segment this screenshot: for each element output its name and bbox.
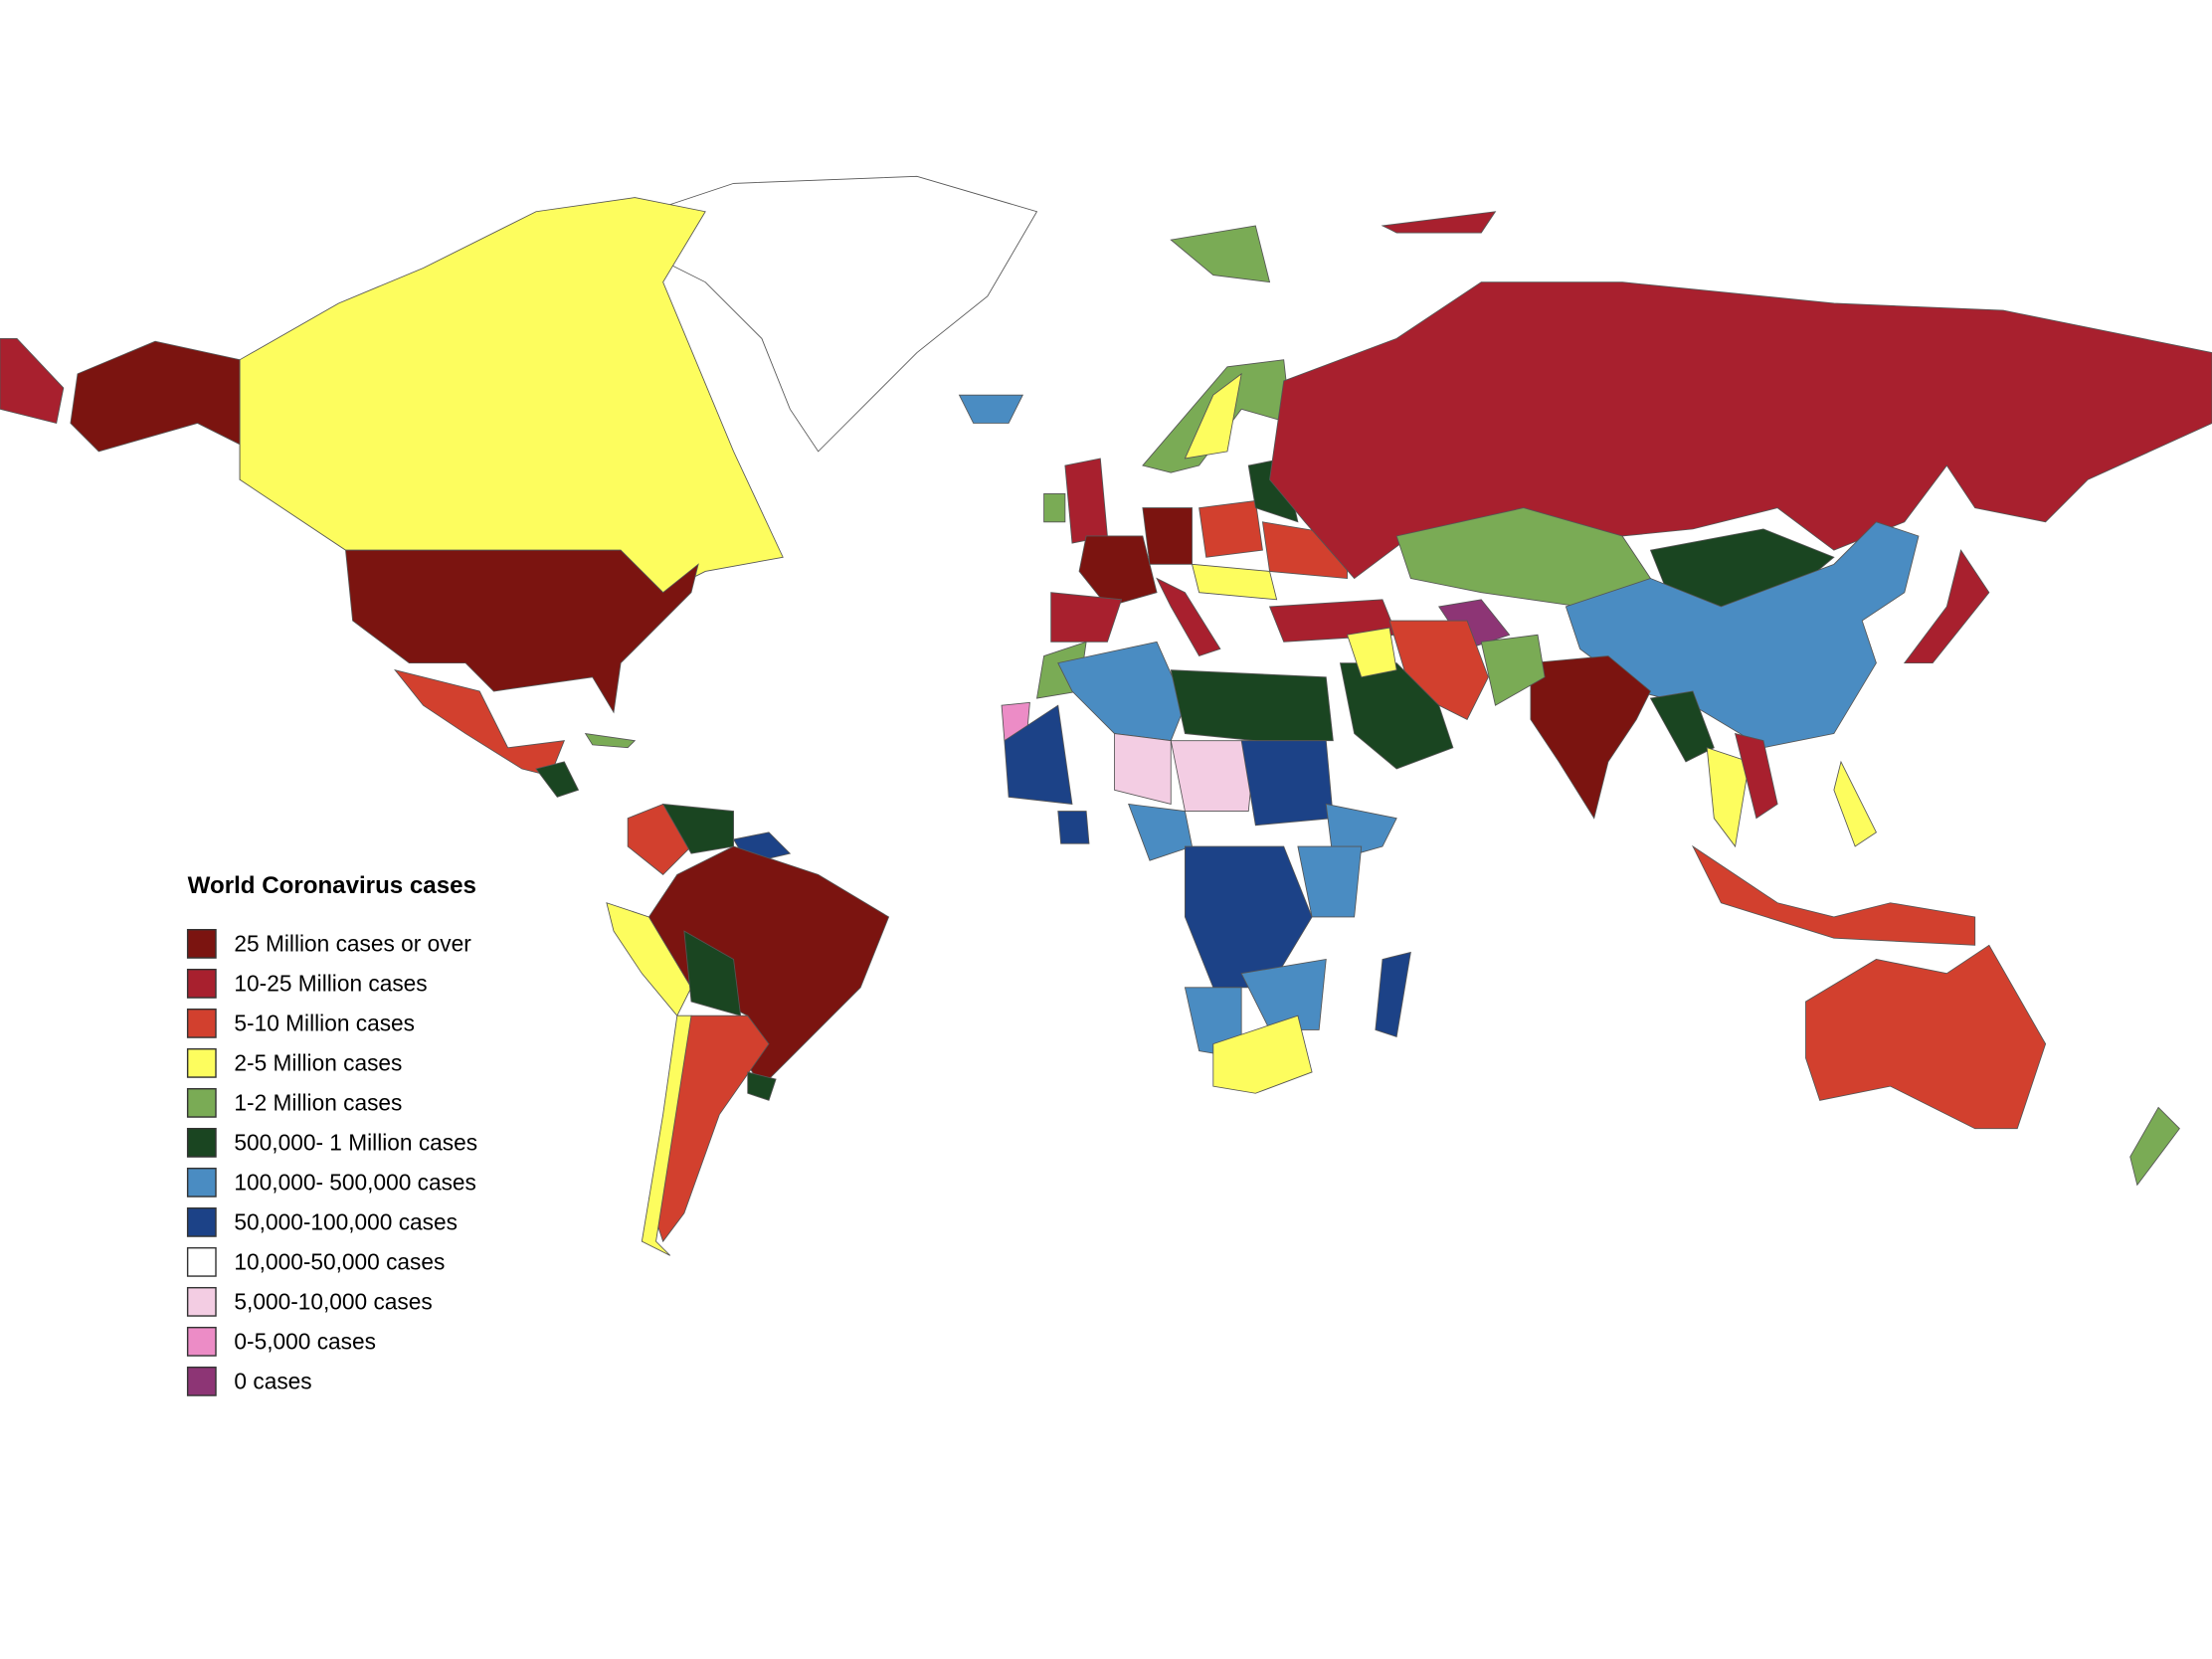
legend-label: 10-25 Million cases [234, 970, 427, 996]
country [1805, 944, 2047, 1130]
country [747, 1071, 777, 1101]
country [627, 803, 692, 875]
legend-swatch [186, 1286, 217, 1317]
legend-label: 2-5 Million cases [234, 1049, 402, 1075]
legend-swatch [186, 1127, 217, 1158]
country [1240, 958, 1327, 1030]
legend-swatch [186, 1246, 217, 1277]
country [1078, 535, 1158, 608]
country [641, 1014, 692, 1256]
country [535, 761, 580, 798]
country [1114, 733, 1172, 806]
legend-swatch [186, 1206, 217, 1237]
legend-swatch [186, 1366, 217, 1396]
country [605, 175, 1038, 453]
legend-swatch [186, 1008, 217, 1038]
country [1565, 521, 1920, 749]
country [1198, 500, 1263, 558]
country [1050, 592, 1123, 643]
legend-label: 5,000-10,000 cases [234, 1288, 432, 1314]
country [647, 845, 890, 1087]
legend-swatch [186, 1326, 217, 1357]
country [1833, 760, 1877, 847]
country [1735, 732, 1778, 820]
country [1691, 844, 1976, 946]
country [1269, 281, 2212, 580]
country [0, 337, 65, 425]
legend-label: 5-10 Million cases [234, 1010, 415, 1035]
country [1346, 627, 1397, 678]
country [1706, 747, 1751, 848]
countries [0, 175, 2212, 1256]
country [1184, 372, 1242, 460]
legend-swatch [186, 1087, 217, 1118]
country [345, 549, 699, 714]
country [1530, 655, 1652, 820]
legend-title: World Coronavirus cases [188, 872, 476, 899]
country [1170, 225, 1271, 283]
legend-label: 0-5,000 cases [234, 1328, 376, 1354]
legend-swatch [186, 1167, 217, 1198]
country [958, 394, 1024, 424]
country [584, 733, 637, 749]
country [1339, 662, 1454, 770]
country [1064, 458, 1108, 544]
country [1903, 549, 1990, 664]
country [2129, 1106, 2180, 1187]
legend: World Coronavirus cases 25 Million cases… [186, 872, 477, 1396]
legend-swatch [186, 928, 217, 959]
legend-label: 500,000- 1 Million cases [234, 1129, 477, 1155]
legend-label: 100,000- 500,000 cases [234, 1169, 475, 1195]
country [1375, 951, 1411, 1038]
country [1191, 563, 1278, 601]
country [1240, 740, 1334, 827]
country [1142, 507, 1193, 565]
country [1057, 811, 1090, 844]
legend-label: 1-2 Million cases [234, 1089, 402, 1115]
legend-label: 50,000-100,000 cases [234, 1208, 458, 1234]
country [1043, 493, 1066, 523]
country [1649, 690, 1715, 763]
country [1170, 669, 1334, 742]
country [1156, 577, 1221, 657]
legend-label: 25 Million cases or over [234, 930, 471, 956]
country [1297, 845, 1363, 918]
country [1004, 704, 1073, 805]
legend-swatch [186, 1047, 217, 1078]
legend-label: 10,000-50,000 cases [234, 1248, 445, 1274]
country [1170, 740, 1256, 812]
legend-swatch [186, 968, 217, 999]
country [1381, 211, 1497, 234]
country [1480, 634, 1546, 706]
country [1212, 1014, 1313, 1094]
legend-label: 0 cases [234, 1368, 311, 1393]
